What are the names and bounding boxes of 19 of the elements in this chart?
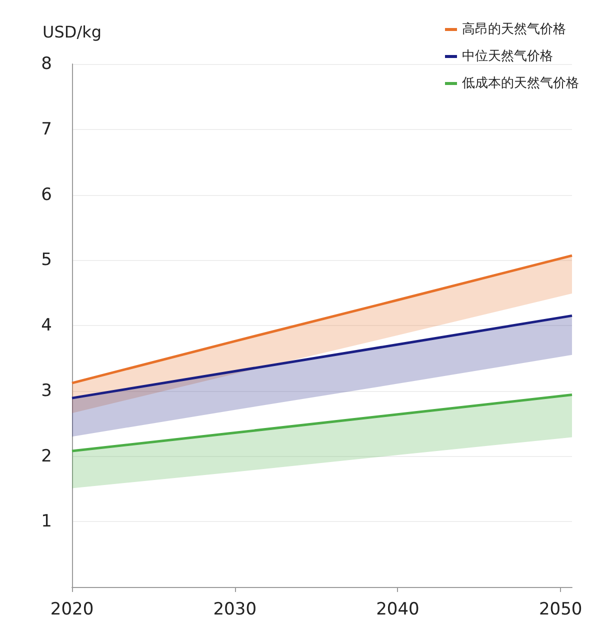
y-tick-label: 2 xyxy=(41,446,52,466)
x-tick-label: 2040 xyxy=(376,600,420,620)
x-tick-label: 2030 xyxy=(213,600,256,620)
x-tick-label: 2020 xyxy=(50,600,94,620)
y-tick-label: 5 xyxy=(41,250,52,270)
legend-label: 中位天然气价格 xyxy=(462,49,553,64)
line-series xyxy=(70,254,574,384)
line-series xyxy=(70,394,574,452)
x-tick-label: 2050 xyxy=(538,600,582,620)
y-tick-label: 7 xyxy=(41,119,52,140)
y-tick-label: 8 xyxy=(41,54,52,74)
y-tick-label: 3 xyxy=(41,380,52,401)
y-tick-label: 1 xyxy=(41,512,52,532)
line-series xyxy=(70,314,574,400)
y-tick-label: 4 xyxy=(41,316,52,336)
legend-label: 低成本的天然气价格 xyxy=(462,76,579,91)
legend-label: 高昂的天然气价格 xyxy=(462,21,566,37)
y-axis-title: USD/kg xyxy=(42,22,102,42)
y-tick-label: 6 xyxy=(41,184,52,205)
